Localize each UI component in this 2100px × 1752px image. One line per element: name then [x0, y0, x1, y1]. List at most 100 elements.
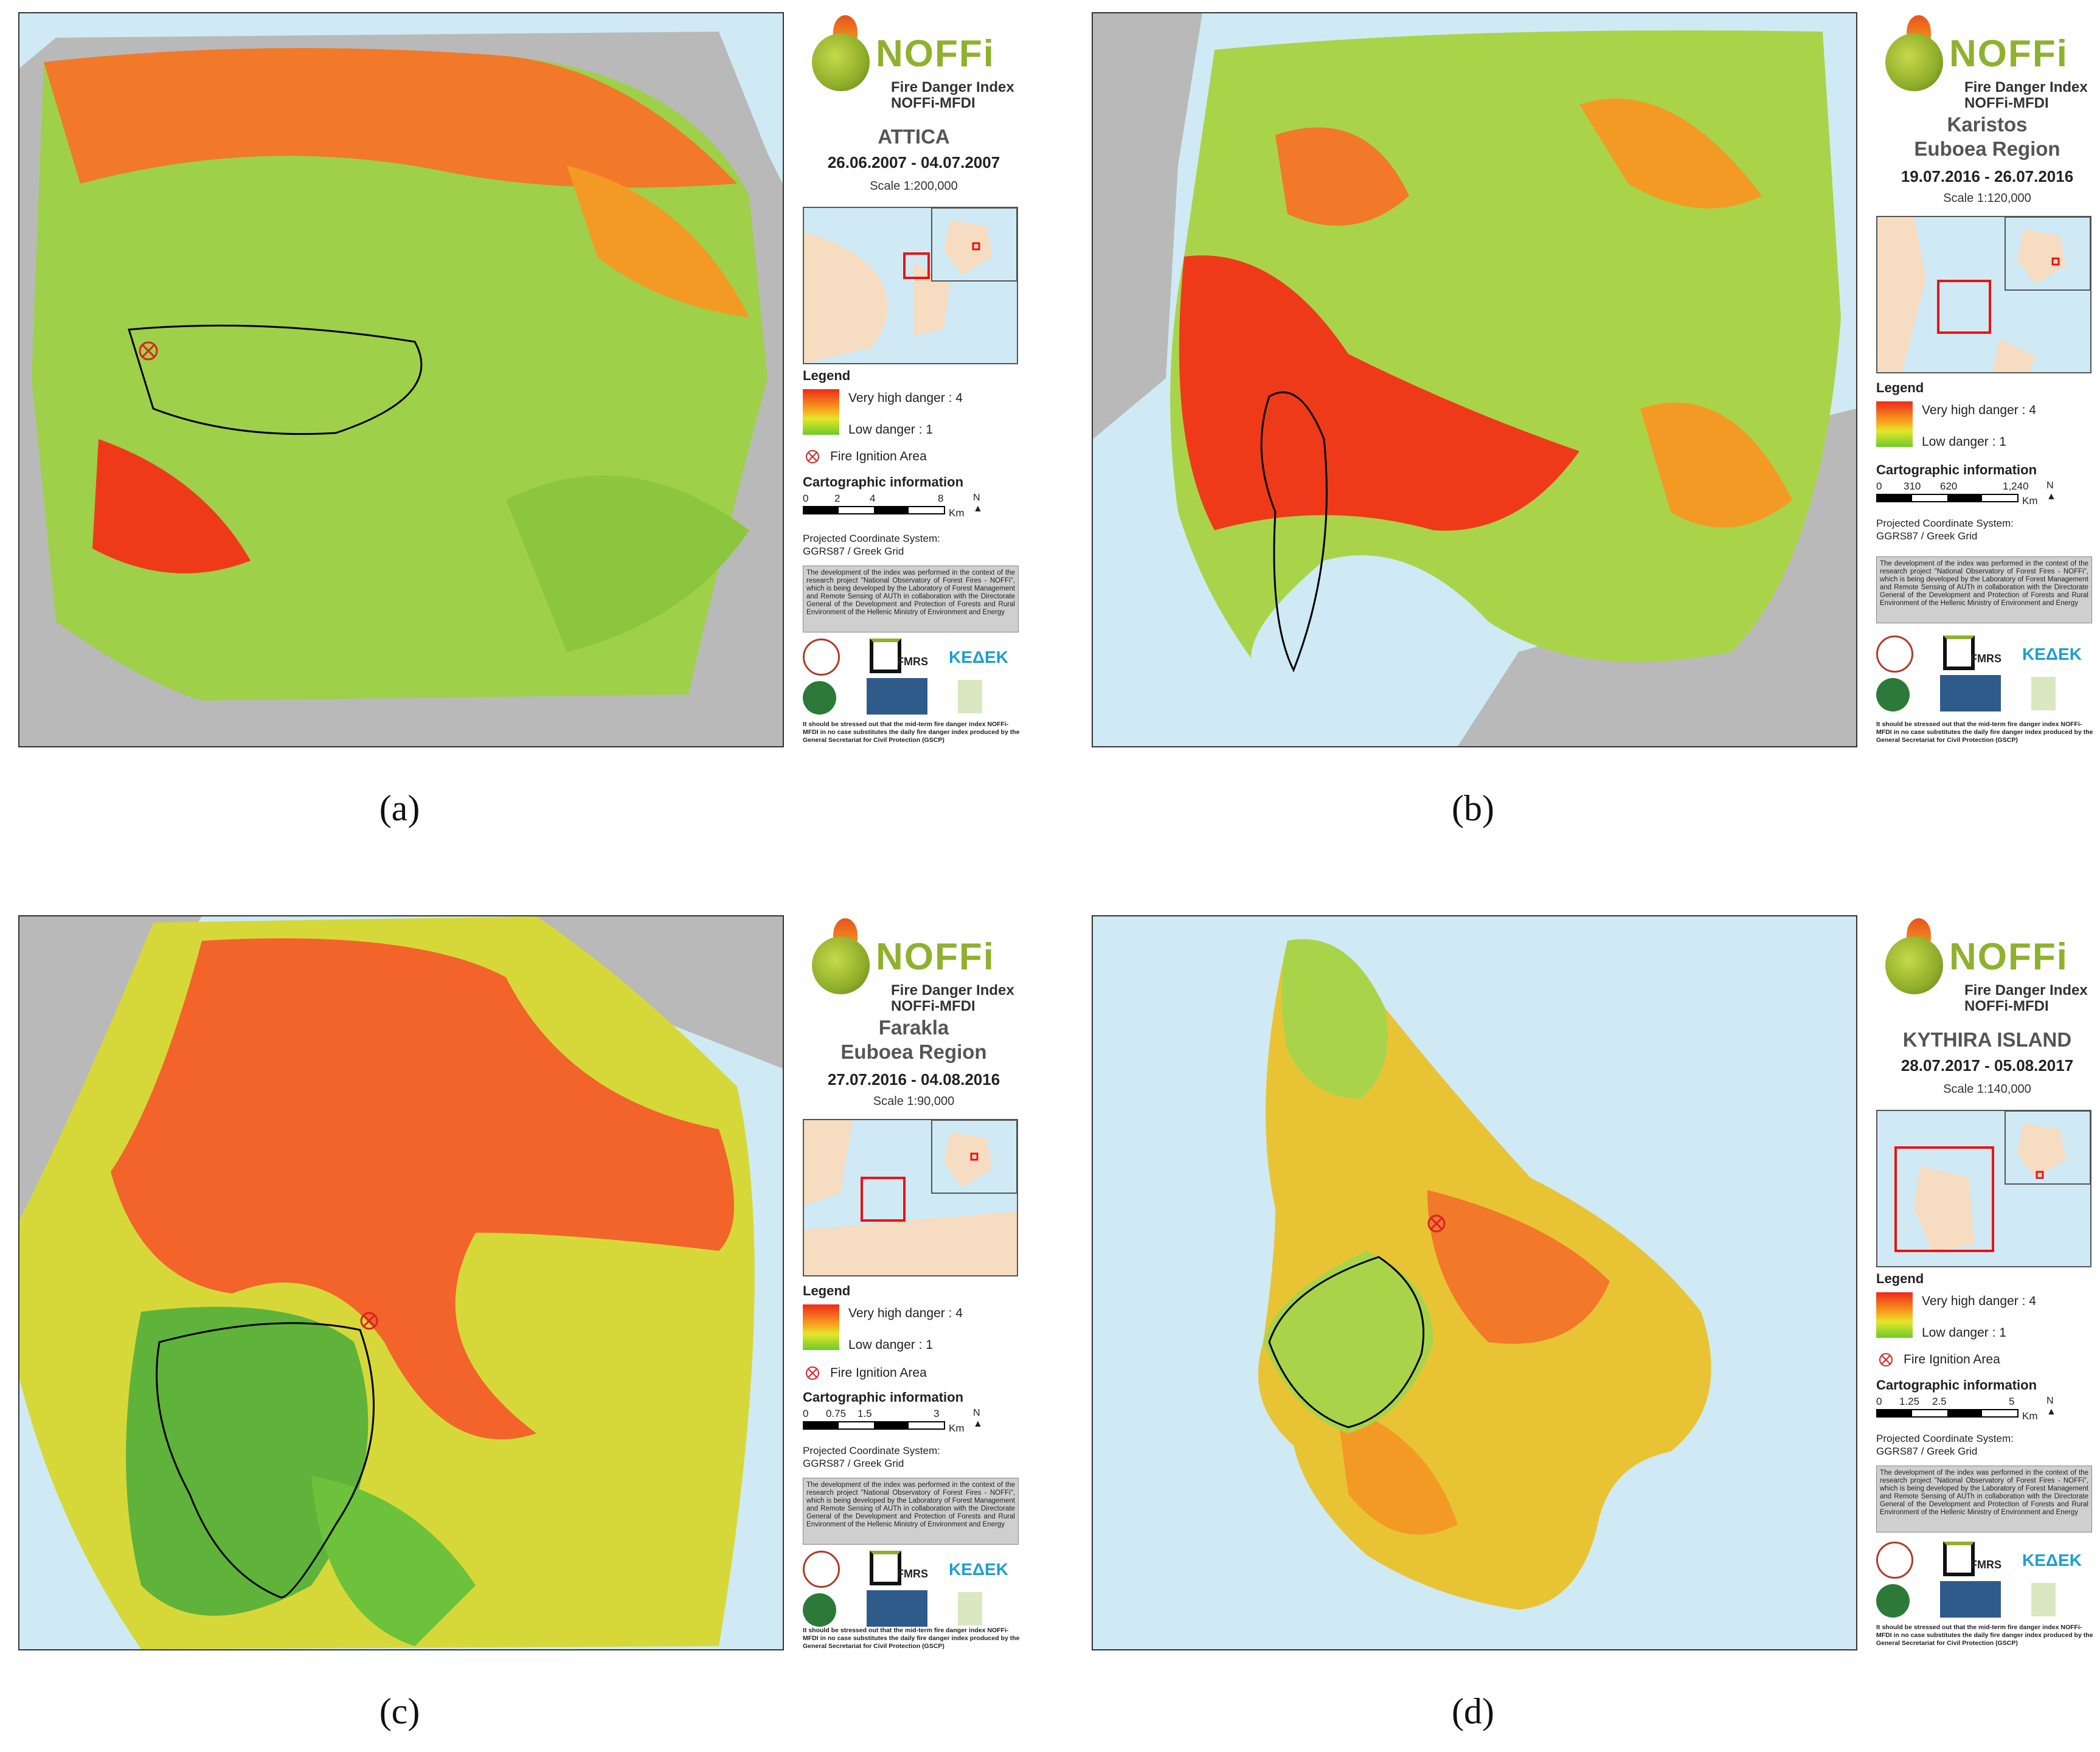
danger-color-ramp — [1876, 1292, 1913, 1338]
noffi-logo: NOFFi Fire Danger Index NOFFi-MFDI — [806, 918, 1025, 1014]
panel-caption: (d) — [1452, 1691, 1494, 1731]
wildlife-logo-icon — [958, 1592, 982, 1626]
north-arrow-icon: N ▲ — [2046, 480, 2056, 502]
partner-logos: FMRS ΚΕΔΕΚ — [803, 639, 1022, 718]
legend-title: Legend — [1876, 380, 1924, 395]
noffi-logo: NOFFi Fire Danger Index NOFFi-MFDI — [1879, 15, 2098, 111]
forest-service-icon — [1876, 678, 1910, 712]
projection-info: Projected Coordinate System: GGRS87 / Gre… — [803, 533, 940, 557]
danger-color-ramp — [803, 389, 839, 435]
north-arrow-icon: N ▲ — [973, 493, 983, 514]
legend-low-label: Low danger : 1 — [848, 1338, 933, 1352]
fmrs-mark-icon — [870, 639, 901, 673]
ministry-logo-icon — [1940, 675, 2001, 712]
disclaimer: It should be stressed out that the mid-t… — [803, 1627, 1020, 1650]
map-sidebar: NOFFi Fire Danger Index NOFFi-MFDI KYTHI… — [1867, 915, 2100, 1657]
locator-inset — [803, 1119, 1018, 1276]
carto-title: Cartographic information — [1876, 462, 2037, 477]
partner-logos: FMRS ΚΕΔΕΚ — [803, 1551, 1022, 1630]
partner-logos: FMRS ΚΕΔΕΚ — [1876, 1542, 2095, 1621]
ministry-logo-icon — [867, 1590, 927, 1627]
panel-caption: (c) — [379, 1691, 420, 1731]
auth-seal-icon — [1876, 1542, 1913, 1579]
locator-inset — [1876, 216, 2091, 373]
forest-service-icon — [1876, 1584, 1910, 1618]
fmrs-mark-icon — [1943, 1542, 1975, 1576]
region-title: KYTHIRA ISLAND — [1902, 1028, 2072, 1051]
fire-danger-map — [1092, 915, 1857, 1650]
wildlife-logo-icon — [958, 680, 982, 713]
map-panel-a: NOFFi Fire Danger Index NOFFi-MFDI ATTIC… — [18, 12, 1034, 828]
wildlife-logo-icon — [2031, 1583, 2056, 1616]
noffi-logo: NOFFi Fire Danger Index NOFFi-MFDI — [806, 15, 1025, 111]
map-scale: Scale 1:120,000 — [1943, 192, 2031, 205]
map-scale: Scale 1:140,000 — [1943, 1082, 2031, 1096]
tree-icon — [812, 937, 870, 994]
logo-subtitle: Fire Danger Index — [891, 79, 1014, 95]
logo-index-name: NOFFi-MFDI — [1964, 998, 2049, 1014]
map-sidebar: NOFFi Fire Danger Index NOFFi-MFDI ATTIC… — [794, 12, 1034, 754]
map-sidebar: NOFFi Fire Danger Index NOFFi-MFDI Farak… — [794, 915, 1034, 1657]
kedek-logo: ΚΕΔΕΚ — [949, 1560, 1008, 1579]
tree-icon — [1885, 937, 1943, 994]
disclaimer: It should be stressed out that the mid-t… — [1876, 1624, 2093, 1647]
map-scale: Scale 1:90,000 — [873, 1095, 955, 1108]
scale-ticks: 0 0.75 1.5 3 — [803, 1408, 940, 1419]
fmrs-mark-icon — [1943, 635, 1975, 670]
north-arrow-icon: N ▲ — [973, 1408, 983, 1429]
legend-ignition-label: Fire Ignition Area — [1904, 1352, 2000, 1366]
map-panel-d: NOFFi Fire Danger Index NOFFi-MFDI KYTHI… — [1092, 915, 2100, 1731]
locator-inset — [803, 207, 1018, 364]
logo-subtitle: Fire Danger Index — [1964, 982, 2088, 999]
carto-title: Cartographic information — [1876, 1377, 2037, 1393]
fmrs-logo: FMRS — [897, 1568, 928, 1580]
scale-unit: Km — [2022, 495, 2038, 507]
project-note: The development of the index was perform… — [803, 1478, 1019, 1545]
scale-bar — [1876, 1409, 2019, 1418]
date-range: 27.07.2016 - 04.08.2016 — [827, 1070, 1000, 1089]
map-sidebar: NOFFi Fire Danger Index NOFFi-MFDI Karis… — [1867, 12, 2100, 754]
project-note: The development of the index was perform… — [1876, 556, 2092, 623]
region-title: Farakla — [878, 1016, 949, 1039]
region-subtitle: Euboea Region — [840, 1040, 987, 1063]
logo-wordmark: NOFFi — [876, 33, 995, 75]
scale-unit: Km — [949, 1422, 965, 1434]
date-range: 19.07.2016 - 26.07.2016 — [1901, 167, 2074, 185]
scale-unit: Km — [949, 507, 965, 519]
region-subtitle: Euboea Region — [1914, 137, 2060, 160]
disclaimer: It should be stressed out that the mid-t… — [1876, 721, 2093, 744]
fire-danger-map — [18, 915, 784, 1650]
auth-seal-icon — [803, 639, 840, 676]
region-title: Karistos — [1947, 113, 2028, 136]
panel-caption: (b) — [1452, 788, 1494, 828]
carto-title: Cartographic information — [803, 474, 964, 490]
legend-high-label: Very high danger : 4 — [1922, 403, 2036, 417]
tree-icon — [812, 33, 870, 91]
legend-low-label: Low danger : 1 — [1922, 435, 2006, 449]
project-note: The development of the index was perform… — [1876, 1466, 2092, 1532]
wildlife-logo-icon — [2031, 677, 2056, 710]
kedek-logo: ΚΕΔΕΚ — [949, 648, 1008, 667]
region-title: ATTICA — [878, 125, 950, 148]
project-note: The development of the index was perform… — [803, 566, 1019, 632]
tree-icon — [1885, 33, 1943, 91]
partner-logos: FMRS ΚΕΔΕΚ — [1876, 635, 2095, 715]
north-arrow-icon: N ▲ — [2046, 1396, 2056, 1417]
logo-index-name: NOFFi-MFDI — [891, 95, 975, 111]
legend-low-label: Low danger : 1 — [1922, 1326, 2006, 1340]
logo-index-name: NOFFi-MFDI — [891, 998, 975, 1014]
kedek-logo: ΚΕΔΕΚ — [2022, 1551, 2082, 1570]
logo-index-name: NOFFi-MFDI — [1964, 95, 2049, 111]
fmrs-logo: FMRS — [1970, 1559, 2001, 1571]
logo-wordmark: NOFFi — [876, 936, 995, 978]
ministry-logo-icon — [1940, 1581, 2001, 1618]
fire-danger-map — [1092, 12, 1857, 747]
scale-ticks: 0 1.25 2.5 5 — [1876, 1396, 2015, 1407]
legend-title: Legend — [803, 1283, 851, 1298]
fire-ignition-icon — [1879, 1353, 1893, 1366]
auth-seal-icon — [803, 1551, 840, 1588]
scale-bar — [803, 1421, 945, 1430]
fmrs-mark-icon — [870, 1551, 901, 1585]
forest-service-icon — [803, 1593, 836, 1627]
